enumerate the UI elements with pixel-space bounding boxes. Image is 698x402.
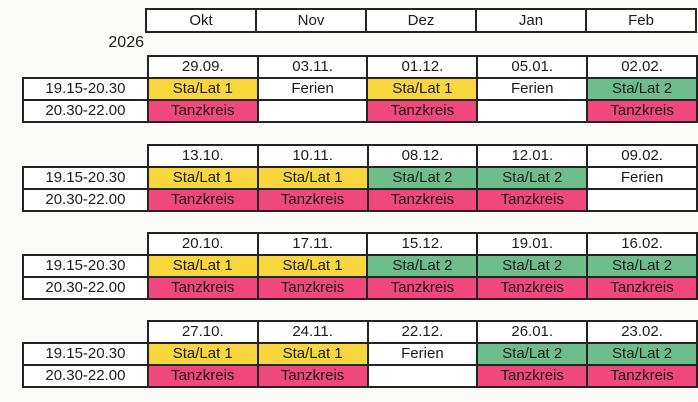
- date-cell: 17.11.: [256, 232, 369, 256]
- date-cell: 19.01.: [476, 232, 589, 256]
- course-cell: Tanzkreis: [366, 276, 479, 300]
- schedule-block: 29.09. 03.11. 01.12. 05.01. 02.02. 19.15-20.3…: [22, 55, 698, 123]
- spacer-cell: [23, 321, 148, 343]
- month-header-cell: Feb: [585, 8, 697, 33]
- month-header-cell: Jan: [475, 8, 587, 33]
- date-cell: 03.11.: [256, 55, 369, 79]
- course-cell: Sta/Lat 1: [146, 342, 259, 366]
- course-cell: Sta/Lat 1: [256, 342, 369, 366]
- course-cell: Tanzkreis: [586, 99, 698, 123]
- schedule-block: 13.10. 10.11. 08.12. 12.01. 09.02. 19.15-20.3…: [22, 144, 698, 212]
- date-cell: 24.11.: [256, 320, 369, 344]
- course-cell: Sta/Lat 2: [366, 254, 479, 278]
- course-cell: Sta/Lat 2: [586, 342, 698, 366]
- date-cell: 10.11.: [256, 144, 369, 168]
- spacer-cell: [23, 56, 148, 78]
- date-cell: 20.10.: [146, 232, 259, 256]
- schedule-block: 27.10. 24.11. 22.12. 26.01. 23.02. 19.15-20.3…: [22, 320, 698, 388]
- month-header-cell: Okt: [145, 8, 257, 33]
- course-cell: Sta/Lat 2: [476, 254, 589, 278]
- spacer-cell: [23, 145, 148, 167]
- course-cell: Tanzkreis: [146, 99, 259, 123]
- course-cell: Tanzkreis: [256, 276, 369, 300]
- empty-cell: [586, 188, 698, 212]
- course-cell: Sta/Lat 1: [366, 77, 479, 101]
- date-cell: 29.09.: [146, 55, 259, 79]
- time-slot-label: 19.15-20.30: [22, 342, 149, 366]
- course-cell: Ferien: [586, 166, 698, 190]
- date-cell: 01.12.: [366, 55, 479, 79]
- time-slot-label: 20.30-22.00: [22, 99, 149, 123]
- time-slot-label: 20.30-22.00: [22, 188, 149, 212]
- course-cell: Ferien: [476, 77, 589, 101]
- course-cell: Tanzkreis: [146, 364, 259, 388]
- course-cell: Tanzkreis: [476, 188, 589, 212]
- course-cell: Tanzkreis: [146, 188, 259, 212]
- year-label: 2026: [108, 34, 144, 51]
- course-cell: Tanzkreis: [146, 276, 259, 300]
- course-cell: Tanzkreis: [476, 276, 589, 300]
- course-cell: Sta/Lat 1: [146, 254, 259, 278]
- course-cell: Tanzkreis: [586, 276, 698, 300]
- course-cell: Sta/Lat 2: [366, 166, 479, 190]
- course-cell: Tanzkreis: [586, 364, 698, 388]
- course-cell: Sta/Lat 1: [256, 254, 369, 278]
- time-slot-label: 19.15-20.30: [22, 254, 149, 278]
- date-cell: 26.01.: [476, 320, 589, 344]
- month-header-cell: Nov: [255, 8, 367, 33]
- course-cell: Tanzkreis: [366, 99, 479, 123]
- date-cell: 27.10.: [146, 320, 259, 344]
- date-cell: 13.10.: [146, 144, 259, 168]
- course-cell: Sta/Lat 2: [476, 342, 589, 366]
- date-cell: 16.02.: [586, 232, 698, 256]
- date-cell: 12.01.: [476, 144, 589, 168]
- course-cell: Tanzkreis: [256, 188, 369, 212]
- course-cell: Sta/Lat 2: [586, 254, 698, 278]
- date-cell: 02.02.: [586, 55, 698, 79]
- month-header-row: Okt Nov Dez Jan Feb: [145, 8, 697, 33]
- empty-cell: [366, 364, 479, 388]
- month-header-cell: Dez: [365, 8, 477, 33]
- time-slot-label: 19.15-20.30: [22, 166, 149, 190]
- time-slot-label: 19.15-20.30: [22, 77, 149, 101]
- course-cell: Sta/Lat 2: [586, 77, 698, 101]
- date-cell: 05.01.: [476, 55, 589, 79]
- course-cell: Sta/Lat 1: [146, 166, 259, 190]
- date-cell: 09.02.: [586, 144, 698, 168]
- course-cell: Tanzkreis: [476, 364, 589, 388]
- schedule-block: 20.10. 17.11. 15.12. 19.01. 16.02. 19.15-20.3…: [22, 232, 698, 300]
- empty-cell: [256, 99, 369, 123]
- course-cell: Ferien: [366, 342, 479, 366]
- course-cell: Ferien: [256, 77, 369, 101]
- date-cell: 23.02.: [586, 320, 698, 344]
- course-cell: Sta/Lat 2: [476, 166, 589, 190]
- date-cell: 08.12.: [366, 144, 479, 168]
- course-cell: Sta/Lat 1: [146, 77, 259, 101]
- empty-cell: [476, 99, 589, 123]
- date-cell: 15.12.: [366, 232, 479, 256]
- course-cell: Sta/Lat 1: [256, 166, 369, 190]
- course-cell: Tanzkreis: [366, 188, 479, 212]
- time-slot-label: 20.30-22.00: [22, 276, 149, 300]
- time-slot-label: 20.30-22.00: [22, 364, 149, 388]
- spacer-cell: [23, 233, 148, 255]
- course-cell: Tanzkreis: [256, 364, 369, 388]
- date-cell: 22.12.: [366, 320, 479, 344]
